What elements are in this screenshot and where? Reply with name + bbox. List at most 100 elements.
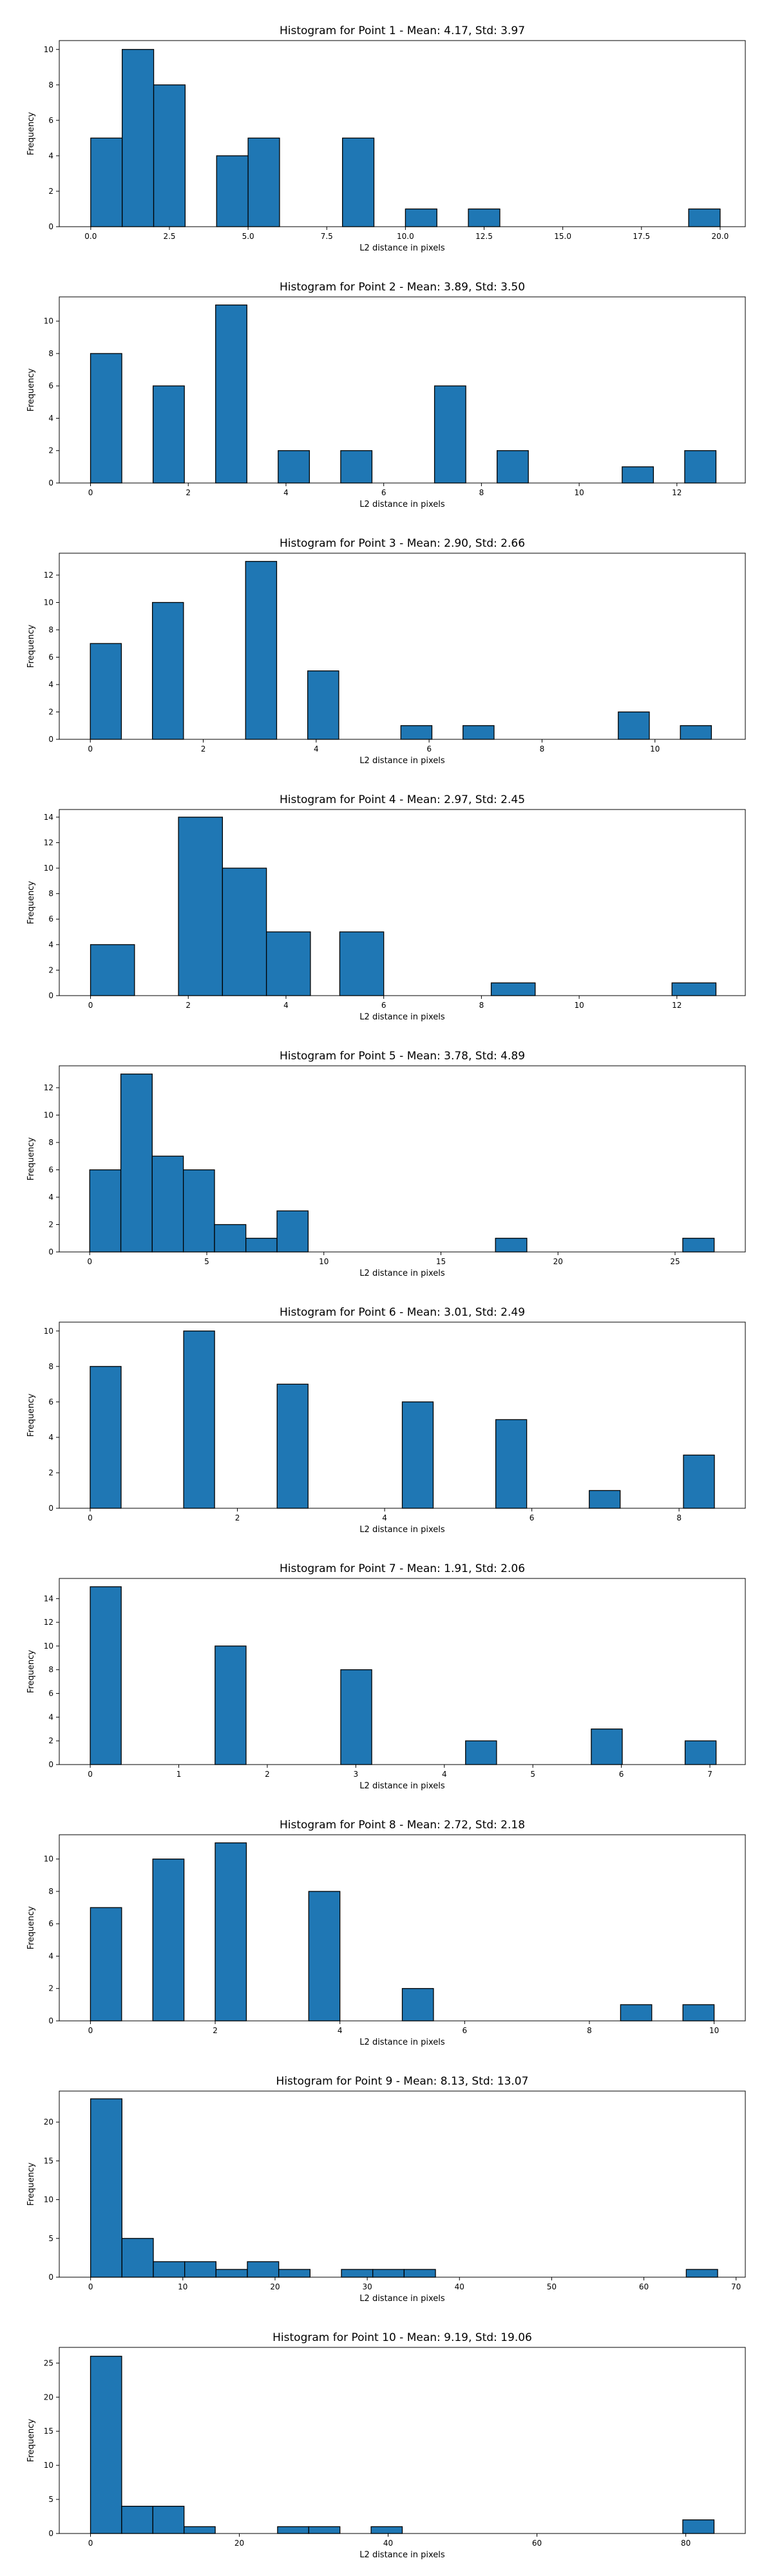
- histogram-bar: [622, 466, 654, 484]
- x-tick-label: 0: [88, 2539, 93, 2548]
- x-tick-label: 6: [462, 2026, 467, 2035]
- x-tick-label: 4: [382, 1513, 387, 1522]
- x-tick-label: 20.0: [712, 232, 729, 241]
- x-tick-label: 6: [381, 1001, 386, 1010]
- x-tick-label: 0: [87, 1257, 92, 1266]
- histogram-bar: [342, 137, 375, 227]
- y-tick-label: 4: [48, 1712, 53, 1721]
- histogram-bar: [403, 2269, 436, 2278]
- x-tick-label: 10: [574, 488, 584, 497]
- y-tick-label: 4: [48, 1433, 53, 1442]
- y-tick-label: 2: [48, 708, 53, 717]
- x-tick-label: 20: [553, 1257, 563, 1266]
- y-tick-label: 10: [44, 2195, 53, 2204]
- x-tick-label: 2: [265, 1770, 270, 1779]
- histogram-bar: [591, 1728, 623, 1765]
- y-tick-label: 10: [44, 864, 53, 873]
- histogram-bar: [152, 1859, 185, 2022]
- histogram-bar: [405, 208, 437, 227]
- bars: [90, 817, 717, 996]
- histogram-bar: [90, 2098, 122, 2278]
- chart-title: Histogram for Point 1 - Mean: 4.17, Std:…: [280, 24, 525, 37]
- histogram-bar: [247, 137, 280, 227]
- chart-title: Histogram for Point 2 - Mean: 3.89, Std:…: [280, 281, 525, 294]
- x-tick-label: 8: [587, 2026, 592, 2035]
- x-tick-label: 4: [338, 2026, 343, 2035]
- histogram-bar: [340, 1669, 372, 1765]
- x-axis-label: L2 distance in pixels: [359, 2550, 445, 2560]
- histogram-bar: [90, 353, 122, 484]
- histogram-bar: [589, 1490, 621, 1509]
- x-tick-label: 17.5: [633, 232, 650, 241]
- chart-title: Histogram for Point 6 - Mean: 3.01, Std:…: [280, 1306, 525, 1319]
- bars: [90, 1331, 715, 1509]
- x-axis-label: L2 distance in pixels: [359, 1012, 445, 1022]
- x-axis: 0 20 40 60 80: [88, 2533, 691, 2548]
- x-axis-label: L2 distance in pixels: [359, 2038, 445, 2047]
- y-tick-label: 2: [48, 1468, 53, 1477]
- y-tick-label: 4: [48, 413, 53, 422]
- y-tick-label: 20: [44, 2117, 53, 2126]
- y-axis-label: Frequency: [26, 1137, 36, 1180]
- x-tick-label: 10.0: [397, 232, 414, 241]
- histogram-panel-6: Histogram for Point 6 - Mean: 3.01, Std:…: [26, 1306, 746, 1535]
- x-tick-label: 0: [88, 744, 93, 753]
- x-tick-label: 80: [681, 2539, 691, 2548]
- y-tick-label: 0: [48, 735, 53, 744]
- plot-frame: [59, 296, 746, 484]
- y-axis: 0 2 4 6 8 10 12 14: [44, 813, 59, 1000]
- x-tick-label: 7: [707, 1770, 712, 1779]
- histogram-bar: [247, 2261, 280, 2278]
- x-axis-label: L2 distance in pixels: [359, 1781, 445, 1791]
- y-axis-label: Frequency: [26, 2419, 36, 2462]
- y-tick-label: 10: [44, 45, 53, 54]
- histogram-bar: [684, 450, 717, 484]
- x-axis: 0 1 2 3 4 5 6 7: [88, 1765, 712, 1779]
- chart-title: Histogram for Point 7 - Mean: 1.91, Std:…: [280, 1562, 525, 1575]
- x-tick-label: 0: [88, 2026, 93, 2035]
- x-tick-label: 10: [650, 744, 660, 753]
- x-tick-label: 40: [455, 2282, 464, 2291]
- histogram-bar: [463, 725, 495, 740]
- y-tick-label: 6: [48, 116, 53, 125]
- y-tick-label: 12: [44, 1083, 53, 1092]
- y-tick-label: 6: [48, 653, 53, 662]
- x-tick-label: 5: [204, 1257, 209, 1266]
- y-tick-label: 10: [44, 1327, 53, 1336]
- histogram-bar: [341, 2269, 374, 2278]
- x-tick-label: 10: [709, 2026, 719, 2035]
- x-tick-label: 4: [314, 744, 319, 753]
- histogram-panel-10: Histogram for Point 10 - Mean: 9.19, Std…: [26, 2331, 746, 2560]
- y-axis-label: Frequency: [26, 1650, 36, 1693]
- histogram-bar: [178, 817, 224, 996]
- y-tick-label: 6: [48, 1919, 53, 1928]
- x-tick-label: 60: [532, 2539, 542, 2548]
- x-tick-label: 5: [530, 1770, 535, 1779]
- histogram-bar: [183, 1331, 215, 1509]
- x-tick-label: 7.5: [321, 232, 333, 241]
- y-tick-label: 0: [48, 222, 53, 231]
- x-axis: 0 2 4 6 8 10: [88, 739, 660, 753]
- y-tick-label: 10: [44, 2461, 53, 2470]
- y-tick-label: 8: [48, 889, 53, 898]
- y-tick-label: 2: [48, 1736, 53, 1745]
- y-tick-label: 8: [48, 1362, 53, 1371]
- histogram-panel-1: Histogram for Point 1 - Mean: 4.17, Std:…: [26, 24, 746, 253]
- plot-frame: [59, 40, 746, 227]
- histogram-bar: [276, 1210, 309, 1253]
- x-tick-label: 20: [270, 2282, 280, 2291]
- y-tick-label: 14: [44, 1594, 53, 1603]
- y-tick-label: 5: [48, 2495, 53, 2504]
- y-tick-label: 4: [48, 1193, 53, 1202]
- chart-title: Histogram for Point 3 - Mean: 2.90, Std:…: [280, 537, 525, 550]
- histogram-bar: [90, 2356, 122, 2534]
- y-axis: 0 2 4 6 8 10 12: [44, 571, 59, 744]
- bars: [90, 1842, 715, 2022]
- histogram-bar: [682, 2004, 715, 2022]
- x-tick-label: 6: [426, 744, 432, 753]
- x-axis-label: L2 distance in pixels: [359, 1525, 445, 1535]
- histogram-bar: [688, 208, 721, 227]
- x-tick-label: 12: [672, 488, 682, 497]
- histogram-bar: [214, 1224, 247, 1253]
